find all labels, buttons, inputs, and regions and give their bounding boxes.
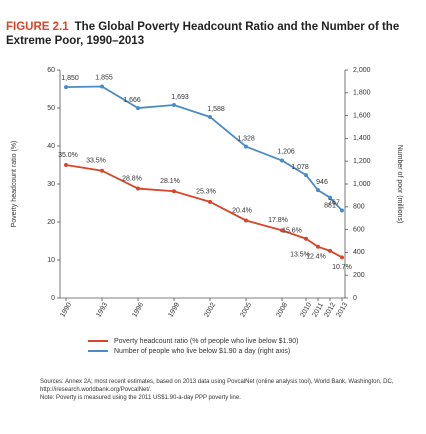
x-tick-label: 1993 bbox=[95, 302, 109, 319]
data-label: 1,855 bbox=[95, 74, 113, 81]
data-label: 10.7% bbox=[332, 264, 352, 271]
data-label: 12.4% bbox=[306, 254, 326, 261]
x-tick-label: 2005 bbox=[239, 302, 253, 319]
x-tick-label: 1990 bbox=[59, 302, 73, 319]
data-label: 1,588 bbox=[207, 106, 225, 113]
data-label: 767 bbox=[328, 199, 340, 206]
point bbox=[172, 189, 176, 194]
point bbox=[280, 228, 284, 233]
data-label: 1,078 bbox=[291, 164, 309, 171]
point bbox=[340, 255, 344, 260]
point bbox=[100, 168, 104, 173]
data-label: 946 bbox=[316, 179, 328, 186]
data-label: 33.5% bbox=[86, 158, 106, 165]
data-label: 28.8% bbox=[122, 175, 142, 182]
y2-tick-label: 1,200 bbox=[353, 158, 371, 165]
data-label: 28.1% bbox=[160, 178, 180, 185]
y-tick-label: 60 bbox=[47, 67, 55, 74]
data-label: 1,206 bbox=[277, 148, 295, 155]
y2-tick-label: 1,600 bbox=[353, 112, 371, 119]
y-tick-label: 40 bbox=[47, 143, 55, 150]
y2-tick-label: 400 bbox=[353, 249, 365, 256]
chart: 010203040506002004006008001,0001,2001,40… bbox=[11, 67, 403, 355]
point bbox=[208, 114, 212, 119]
data-label: 20.4% bbox=[232, 207, 252, 214]
y-axis-label: Poverty headcount ratio (%) bbox=[11, 141, 18, 228]
data-label: 1,666 bbox=[123, 97, 141, 104]
data-label: 881 bbox=[324, 202, 336, 209]
series-line bbox=[65, 164, 343, 259]
y2-tick-label: 600 bbox=[353, 226, 365, 233]
point bbox=[64, 85, 68, 90]
point bbox=[304, 236, 308, 241]
point bbox=[280, 158, 284, 163]
data-label: 35.0% bbox=[58, 152, 78, 159]
x-tick-label: 1999 bbox=[167, 302, 181, 319]
point bbox=[328, 195, 332, 200]
point bbox=[244, 218, 248, 223]
notes: Sources: Annex 2A; most recent estimates… bbox=[40, 378, 410, 402]
y-tick-label: 0 bbox=[51, 295, 55, 302]
point bbox=[136, 186, 140, 191]
point bbox=[340, 208, 344, 213]
data-label: 1,693 bbox=[171, 94, 189, 101]
y-tick-label: 10 bbox=[47, 257, 55, 264]
point bbox=[316, 244, 320, 249]
data-label: 15.6% bbox=[282, 228, 302, 235]
data-label: 25.3% bbox=[196, 189, 216, 196]
point bbox=[136, 106, 140, 111]
point bbox=[304, 173, 308, 178]
data-label: 1,850 bbox=[61, 75, 79, 82]
point bbox=[172, 102, 176, 107]
point bbox=[100, 84, 104, 89]
point bbox=[64, 163, 68, 167]
point bbox=[244, 144, 248, 149]
x-tick-label: 2010 bbox=[299, 302, 313, 319]
x-tick-label: 2013 bbox=[335, 302, 349, 319]
x-tick-label: 2008 bbox=[275, 302, 289, 319]
y2-tick-label: 0 bbox=[353, 295, 357, 302]
y-tick-label: 30 bbox=[47, 181, 55, 188]
point bbox=[208, 199, 212, 204]
y2-tick-label: 800 bbox=[353, 204, 365, 211]
legend-label: Number of people who live below $1.90 a … bbox=[114, 348, 290, 355]
legend-label: Poverty headcount ratio (% of people who… bbox=[114, 338, 298, 345]
data-label: 13.5% bbox=[290, 252, 310, 259]
point bbox=[316, 188, 320, 193]
x-tick-label: 2002 bbox=[203, 302, 217, 319]
point bbox=[328, 248, 332, 253]
data-label: 17.8% bbox=[268, 217, 288, 224]
y2-tick-label: 1,400 bbox=[353, 135, 371, 142]
note: Note: Poverty is measured using the 2011… bbox=[40, 395, 241, 401]
y-tick-label: 50 bbox=[47, 105, 55, 112]
chart-title: The Global Poverty Headcount Ratio and t… bbox=[6, 21, 400, 47]
data-label: 1,328 bbox=[237, 135, 255, 142]
x-tick-label: 1996 bbox=[131, 302, 145, 319]
y2-tick-label: 1,800 bbox=[353, 90, 371, 97]
title-block: FIGURE 2.1 The Global Poverty Headcount R… bbox=[6, 20, 416, 48]
y2-tick-label: 1,000 bbox=[353, 181, 371, 188]
figure-label: FIGURE 2.1 bbox=[6, 21, 69, 33]
y-tick-label: 20 bbox=[47, 219, 55, 226]
y2-tick-label: 200 bbox=[353, 272, 365, 279]
y2-tick-label: 2,000 bbox=[353, 67, 371, 74]
source-note: Sources: Annex 2A; most recent estimates… bbox=[40, 379, 394, 393]
y2-axis-label: Number of poor (millions) bbox=[396, 145, 403, 224]
